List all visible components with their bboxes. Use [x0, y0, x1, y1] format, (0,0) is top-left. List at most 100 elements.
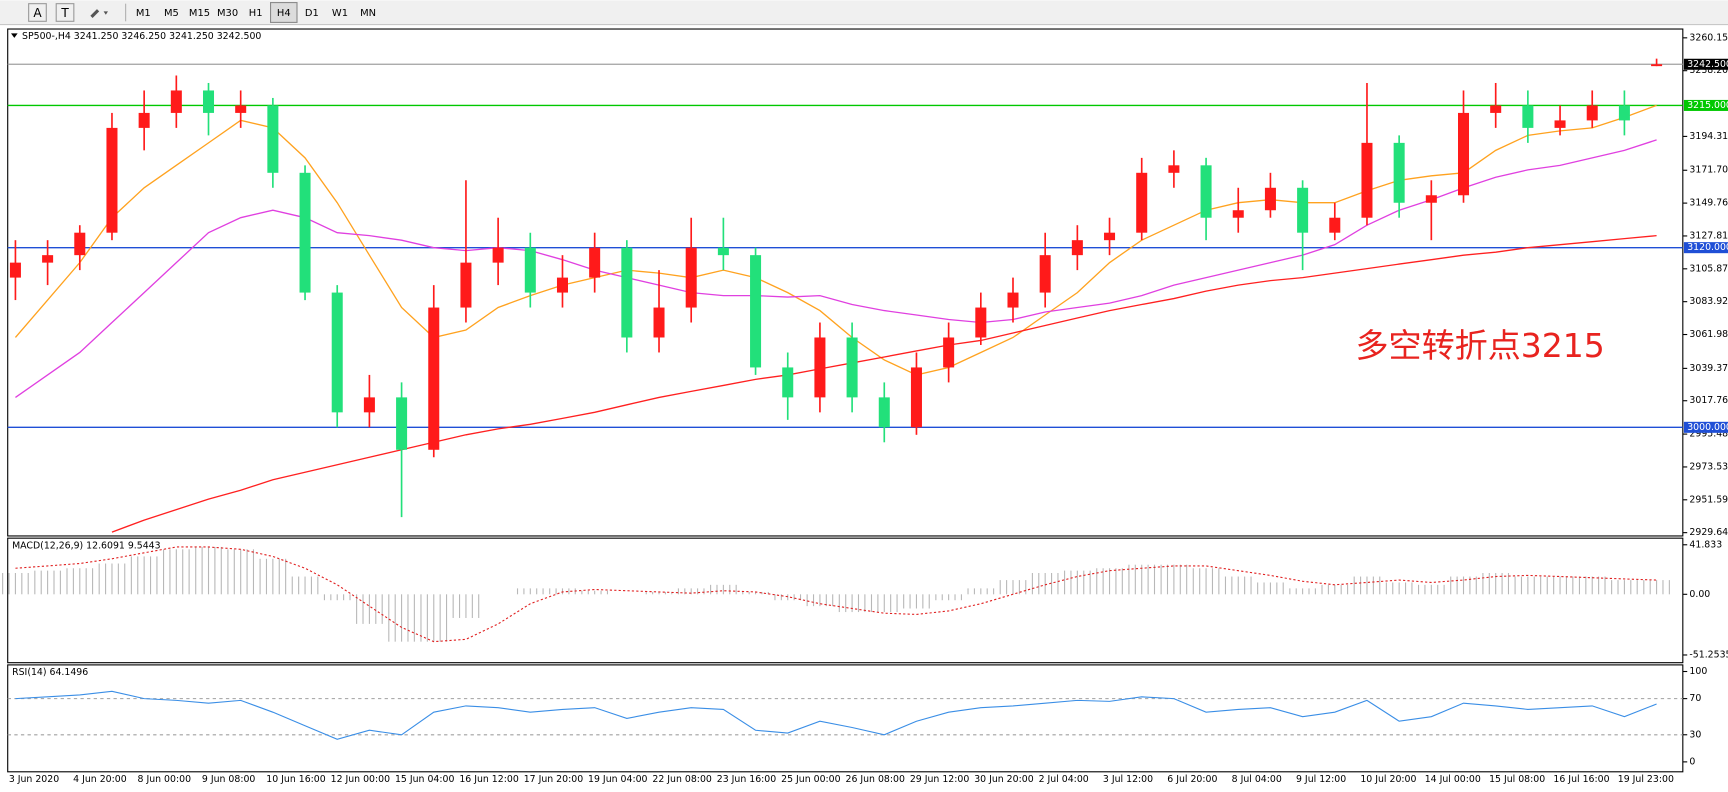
y-tick-label: -51.2535: [1689, 649, 1728, 660]
candle-body: [1200, 165, 1212, 218]
y-tick-label: 3149.760: [1689, 198, 1728, 209]
y-tick-label: 2995.480: [1689, 429, 1728, 440]
x-tick-label: 19 Jul 23:00: [1618, 774, 1674, 785]
level-label-box: [1683, 58, 1728, 70]
candle-body: [363, 397, 375, 413]
x-tick-label: 14 Jul 00:00: [1425, 774, 1481, 785]
candle-body: [106, 127, 118, 233]
y-tick-label: 0.00: [1689, 589, 1710, 600]
candle-body: [1039, 255, 1051, 293]
y-tick-label: 2929.645: [1689, 527, 1728, 538]
candle-body: [1071, 240, 1083, 256]
y-tick-label: 30: [1689, 729, 1701, 740]
tool-button[interactable]: [28, 3, 47, 22]
candle-body: [1104, 232, 1116, 241]
candle-body: [1522, 105, 1534, 128]
x-tick-label: 29 Jun 12:00: [910, 774, 970, 785]
level-label: 3242.500: [1687, 59, 1728, 70]
x-tick-label: 9 Jul 12:00: [1296, 774, 1346, 785]
candle-body: [621, 247, 633, 338]
main-panel: [7, 28, 1684, 537]
candle-body: [589, 247, 601, 278]
annotation: 多空转折点3215: [1356, 326, 1605, 365]
rsi-title: RSI(14) 64.1496: [12, 667, 88, 678]
candle-body: [1329, 217, 1341, 233]
y-tick-label: 3105.870: [1689, 263, 1728, 274]
timeframe-button[interactable]: M1: [136, 8, 151, 19]
x-tick-label: 30 Jun 20:00: [974, 774, 1034, 785]
candle-body: [138, 112, 150, 128]
x-tick-label: 4 Jun 20:00: [73, 774, 127, 785]
candle-body: [1618, 105, 1630, 121]
timeframe-button[interactable]: H1: [249, 8, 263, 19]
candle-body: [750, 255, 762, 368]
candle-body: [1007, 292, 1019, 308]
tool-button[interactable]: [55, 3, 75, 22]
timeframe-button[interactable]: D1: [305, 8, 319, 19]
chart-header: SP500-,H4 3241.250 3246.250 3241.250 324…: [22, 31, 261, 42]
candle-body: [1136, 172, 1148, 233]
moving-average: [15, 139, 1657, 398]
tool-icon[interactable]: T: [60, 6, 69, 20]
candle-body: [1264, 187, 1276, 211]
candle-body: [1586, 105, 1598, 121]
candle-body: [1168, 165, 1180, 173]
macd-signal: [15, 546, 1657, 643]
x-tick-label: 22 Jun 08:00: [652, 774, 712, 785]
candle-body: [74, 232, 86, 256]
timeframe-active[interactable]: [270, 2, 298, 23]
tool-icon[interactable]: A: [33, 6, 42, 20]
candle-body: [814, 337, 826, 398]
x-tick-label: 2 Jul 04:00: [1039, 774, 1089, 785]
level-label-box: [1683, 421, 1728, 433]
level-label: 3215.000: [1687, 100, 1728, 111]
candle-body: [1393, 142, 1405, 203]
candle-body: [202, 90, 215, 113]
candle-body: [717, 247, 729, 256]
candle-body: [1554, 120, 1566, 128]
timeframe-button[interactable]: M15: [189, 8, 210, 19]
candle-body: [782, 367, 794, 398]
timeframe-button[interactable]: H4: [277, 8, 291, 19]
candle-body: [910, 367, 922, 428]
timeframe-button[interactable]: M5: [164, 8, 179, 19]
candle-body: [428, 307, 440, 450]
y-tick-label: 3127.815: [1689, 230, 1728, 241]
x-tick-label: 8 Jul 04:00: [1232, 774, 1282, 785]
x-tick-label: 17 Jun 20:00: [524, 774, 584, 785]
candle-body: [1651, 64, 1663, 67]
candle-body: [267, 105, 279, 173]
candle-body: [1425, 195, 1437, 203]
y-tick-label: 3017.760: [1689, 395, 1728, 406]
candle-body: [42, 255, 54, 263]
level-label: 3000.000: [1687, 422, 1728, 433]
candle-body: [1490, 105, 1502, 113]
candle-body: [524, 247, 536, 293]
candle-body: [943, 337, 955, 368]
candle-body: [975, 307, 987, 338]
timeframe-button[interactable]: M30: [217, 8, 238, 19]
candle-body: [1297, 187, 1309, 233]
macd-title: MACD(12,26,9) 12.6091 9.5443: [12, 540, 161, 551]
timeframe-button[interactable]: MN: [360, 8, 376, 19]
tool-icon[interactable]: [90, 9, 108, 18]
y-tick-label: 2951.590: [1689, 494, 1728, 505]
x-tick-label: 16 Jul 16:00: [1553, 774, 1609, 785]
x-tick-label: 6 Jul 20:00: [1167, 774, 1217, 785]
x-tick-label: 10 Jul 20:00: [1360, 774, 1416, 785]
y-tick-label: 3194.315: [1689, 131, 1728, 142]
candle-body: [460, 262, 472, 308]
x-tick-label: 19 Jun 04:00: [588, 774, 648, 785]
candle-body: [1232, 210, 1244, 218]
y-tick-label: 3039.370: [1689, 363, 1728, 374]
level-label: 3120.000: [1687, 242, 1728, 253]
level-label-box: [1683, 99, 1728, 111]
x-tick-label: 12 Jun 00:00: [331, 774, 391, 785]
timeframe-button[interactable]: W1: [332, 8, 348, 19]
candle-body: [1458, 112, 1470, 196]
candle-body: [235, 105, 247, 113]
moving-average: [111, 234, 1657, 533]
x-tick-label: 23 Jun 16:00: [717, 774, 777, 785]
